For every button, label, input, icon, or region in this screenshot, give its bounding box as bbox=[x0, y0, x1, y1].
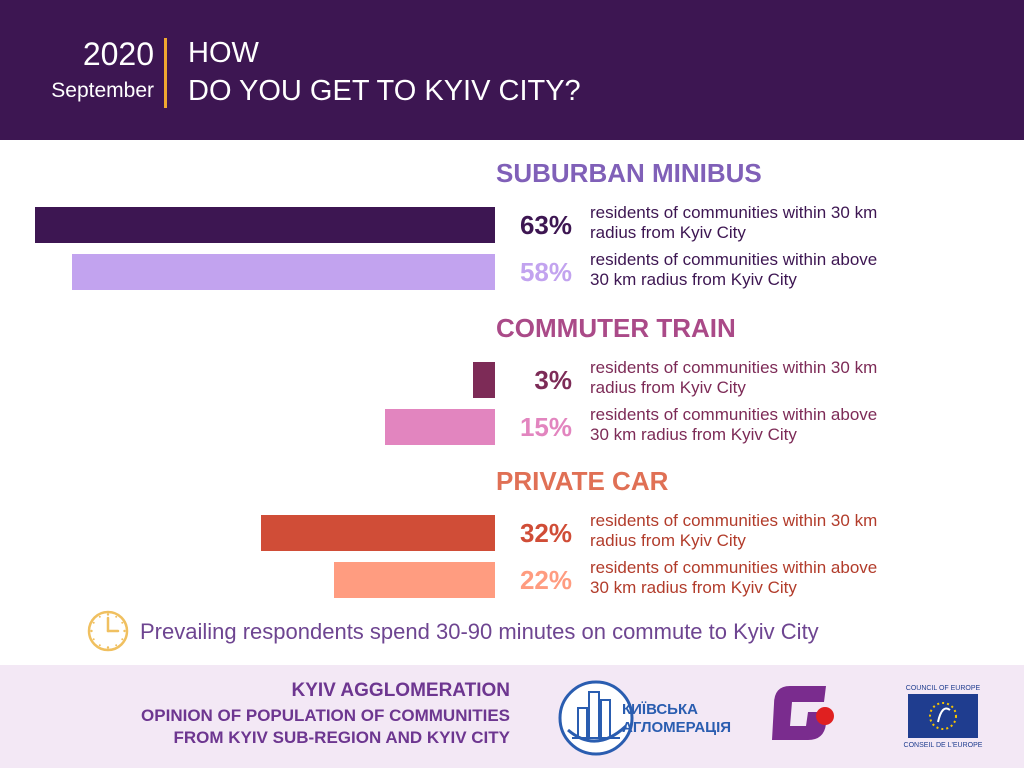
bar bbox=[473, 362, 495, 398]
survey-month: September bbox=[51, 79, 154, 102]
commute-time-note: Prevailing respondents spend 30-90 minut… bbox=[140, 619, 819, 644]
coe-bottom-text: CONSEIL DE L'EUROPE bbox=[904, 742, 983, 749]
section-title: PRIVATE CAR bbox=[496, 466, 669, 496]
logo-text-line1: КИЇВСЬКА bbox=[622, 701, 698, 718]
logo-text-line2: АГЛОМЕРАЦІЯ bbox=[622, 719, 731, 736]
data-label: 58% bbox=[519, 257, 572, 287]
data-label: 32% bbox=[519, 518, 572, 548]
data-label: 3% bbox=[534, 365, 572, 395]
bar-description: residents of communities within 30 km rad… bbox=[590, 358, 1010, 398]
bar-description: residents of communities within above 30 … bbox=[590, 558, 1010, 598]
footer-subtitle-line1: OPINION OF POPULATION OF COMMUNITIES bbox=[141, 706, 510, 725]
description-line1: residents of communities within above bbox=[590, 558, 878, 577]
page-title-line1: HOW bbox=[188, 37, 259, 69]
data-label: 22% bbox=[519, 565, 572, 595]
footer-project-title: KYIV AGGLOMERATION bbox=[291, 680, 511, 701]
bar-description: residents of communities within above 30 … bbox=[590, 405, 1010, 445]
bar-description: residents of communities within 30 km rad… bbox=[590, 511, 1010, 551]
description-line2: 30 km radius from Kyiv City bbox=[590, 578, 797, 597]
bar bbox=[385, 409, 495, 445]
partner-g-logo bbox=[772, 686, 834, 740]
data-label: 63% bbox=[519, 210, 572, 240]
description-line2: 30 km radius from Kyiv City bbox=[590, 270, 797, 289]
section-title: SUBURBAN MINIBUS bbox=[496, 158, 762, 188]
clock-icon bbox=[87, 610, 129, 652]
bar-description: residents of communities within above 30 … bbox=[590, 250, 1010, 290]
footer-band bbox=[0, 665, 1024, 768]
bar bbox=[261, 515, 495, 551]
bar bbox=[35, 207, 495, 243]
bar-description: residents of communities within 30 km rad… bbox=[590, 203, 1010, 243]
section-title: COMMUTER TRAIN bbox=[496, 313, 736, 343]
data-label: 15% bbox=[519, 412, 572, 442]
description-line1: residents of communities within above bbox=[590, 250, 878, 269]
page-title-line2: DO YOU GET TO KYIV CITY? bbox=[188, 75, 581, 107]
kyiv-agglomeration-logo: КИЇВСЬКА АГЛОМЕРАЦІЯ bbox=[558, 680, 731, 756]
footer-subtitle-line2: FROM KYIV SUB-REGION AND KYIV CITY bbox=[173, 728, 510, 747]
description-line1: residents of communities within 30 km bbox=[590, 511, 878, 530]
header-divider bbox=[164, 38, 167, 108]
description-line2: radius from Kyiv City bbox=[590, 223, 746, 242]
survey-year: 2020 bbox=[82, 36, 154, 72]
description-line2: radius from Kyiv City bbox=[590, 378, 746, 397]
council-of-europe-logo: COUNCIL OF EUROPE CONSEIL DE L'EUROPE bbox=[904, 685, 983, 749]
bar bbox=[72, 254, 495, 290]
description-line2: 30 km radius from Kyiv City bbox=[590, 425, 797, 444]
description-line1: residents of communities within 30 km bbox=[590, 358, 878, 377]
description-line1: residents of communities within above bbox=[590, 405, 878, 424]
bar bbox=[334, 562, 495, 598]
header-banner: 2020 September HOW DO YOU GET TO KYIV CI… bbox=[0, 0, 1024, 140]
description-line2: radius from Kyiv City bbox=[590, 531, 746, 550]
coe-top-text: COUNCIL OF EUROPE bbox=[906, 685, 981, 692]
description-line1: residents of communities within 30 km bbox=[590, 203, 878, 222]
